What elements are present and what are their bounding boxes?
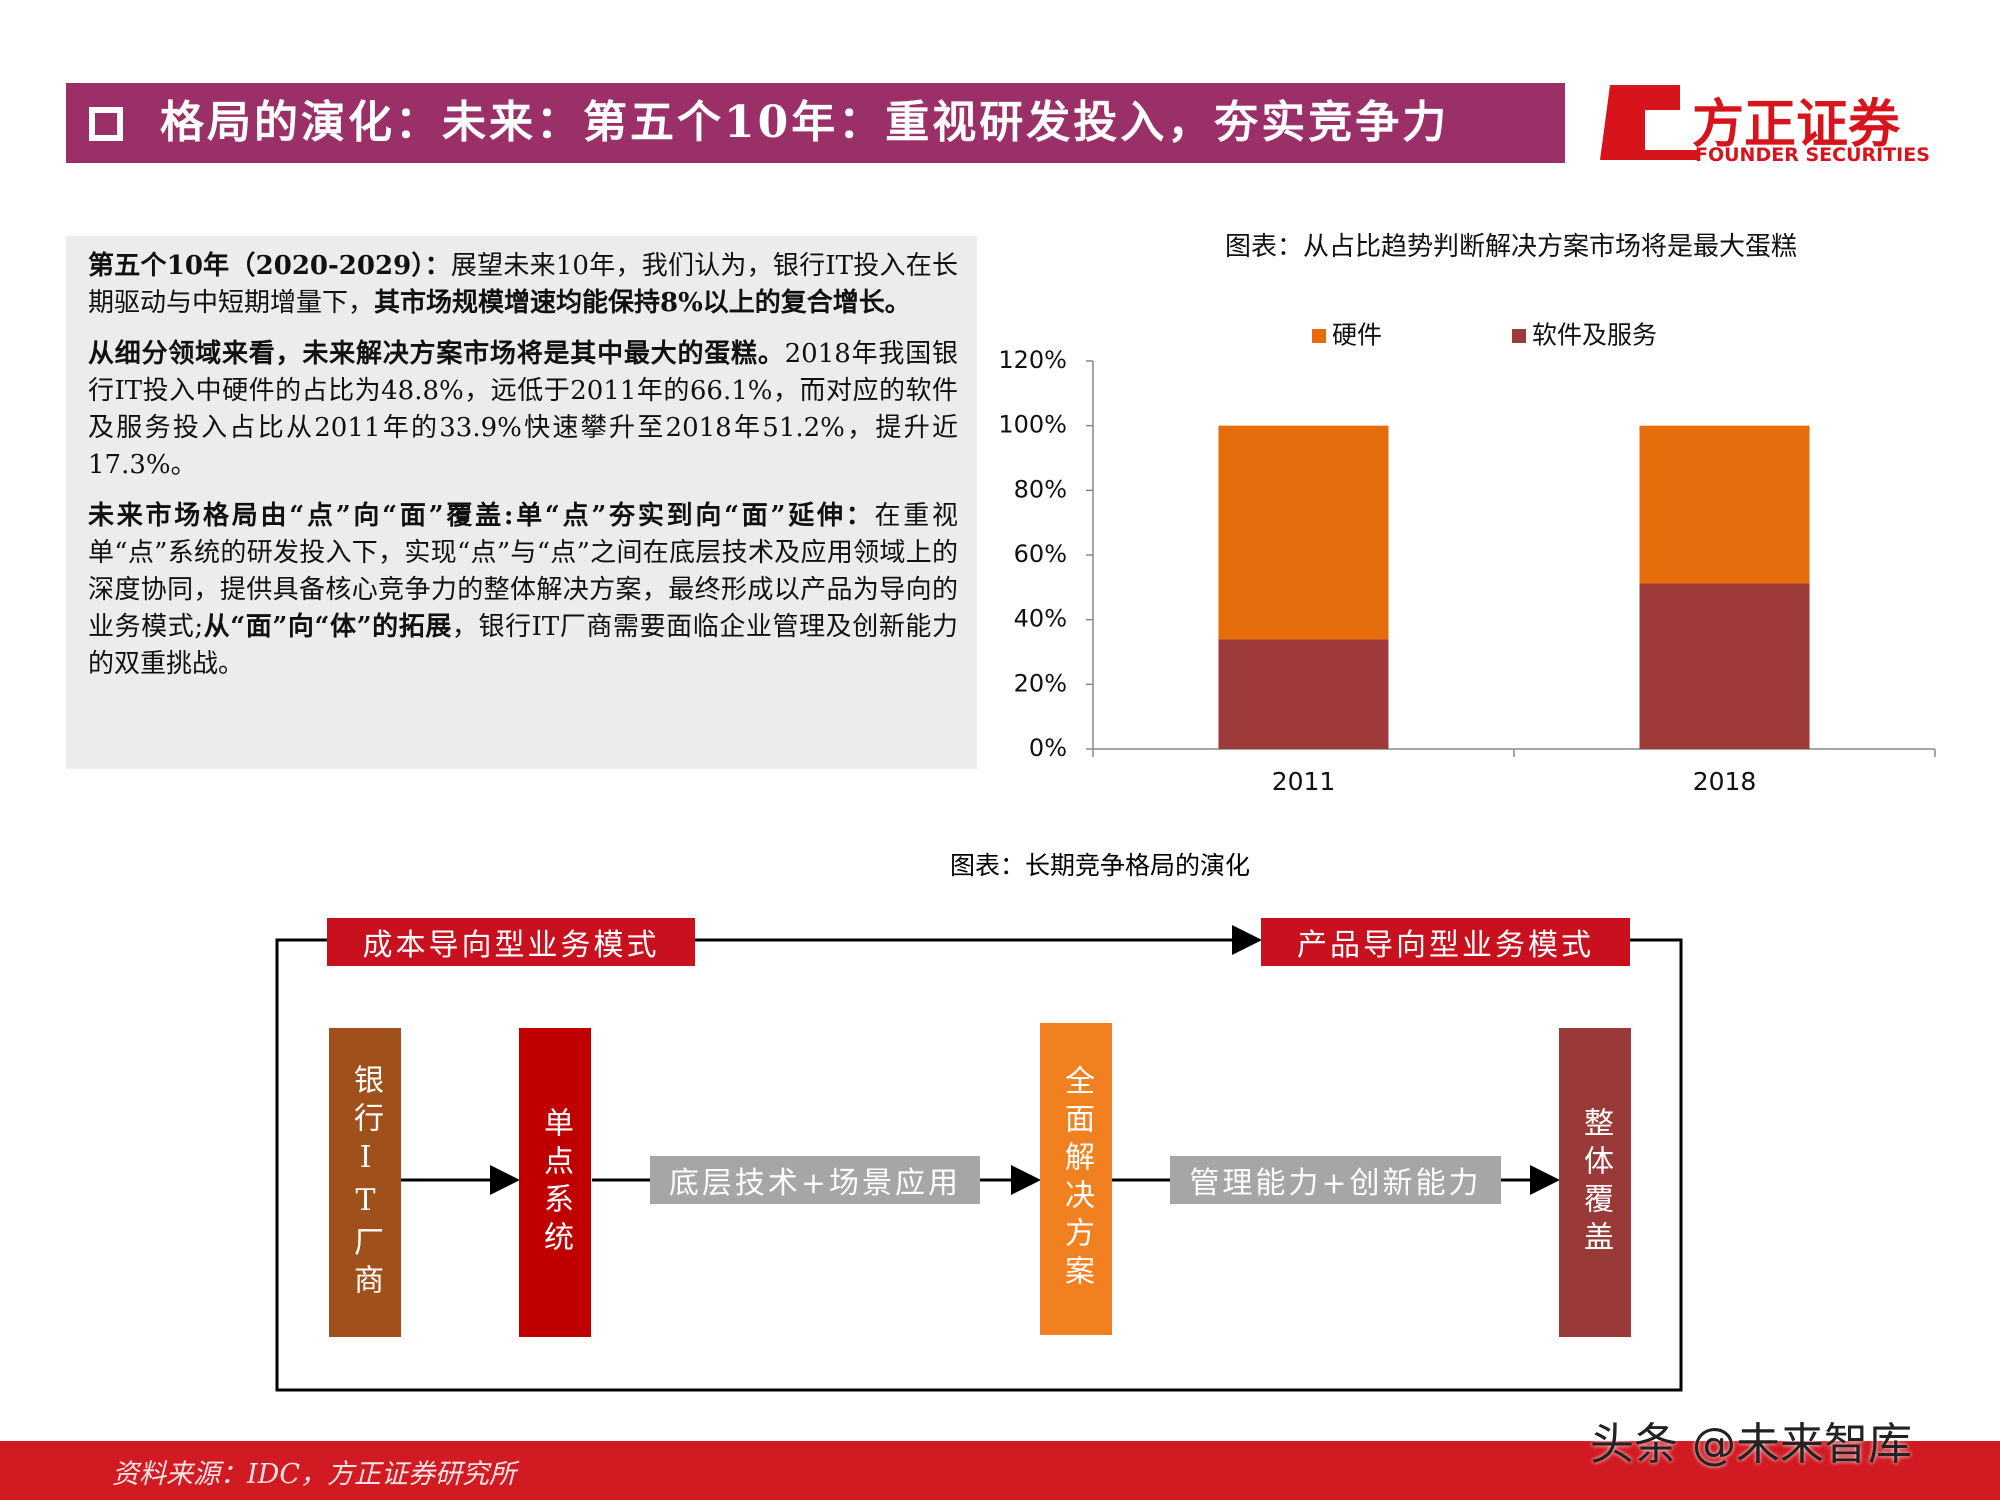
legend-swatch xyxy=(1312,329,1326,343)
bar-segment xyxy=(1639,583,1810,749)
paragraph: 从细分领域来看，未来解决方案市场将是其中最大的蛋糕。2018年我国银行IT投入中… xyxy=(88,336,958,484)
y-tick-label: 120% xyxy=(998,346,1067,374)
y-tick-label: 100% xyxy=(998,411,1067,439)
header-title: 格局的演化：未来：第五个10年：重视研发投入，夯实竞争力 xyxy=(160,97,1450,148)
legend-swatch xyxy=(1512,329,1526,343)
x-tick-label: 2018 xyxy=(1693,767,1757,796)
y-tick-label: 20% xyxy=(1014,669,1067,697)
watermark: 头条 @未来智库 xyxy=(1590,1419,1912,1470)
y-tick-label: 80% xyxy=(1014,475,1067,503)
top-label: 成本导向型业务模式 xyxy=(327,918,695,966)
text-run: 展望未来10年，我们认为，银行IT投入在长期驱动与中短期增量下， xyxy=(88,251,958,318)
bar-segment xyxy=(1218,425,1389,640)
footer-bar xyxy=(0,1441,2000,1500)
text-run: 从“面”向“体”的拓展 xyxy=(203,612,452,642)
y-tick-label: 0% xyxy=(1029,734,1067,762)
text-box xyxy=(66,236,977,769)
y-tick-label: 40% xyxy=(1014,605,1067,633)
top-label: 产品导向型业务模式 xyxy=(1261,918,1630,966)
paragraph: 第五个10年（2020-2029）：展望未来10年，我们认为，银行IT投入在长期… xyxy=(88,248,958,322)
text-run: 未来市场格局由“点”向“面”覆盖:单“点”夯实到向“面”延伸： xyxy=(88,501,875,531)
logo-mark xyxy=(1600,85,1700,160)
logo-en: FOUNDER SECURITIES xyxy=(1695,144,1930,166)
node: 单点系统 xyxy=(519,1028,591,1337)
paragraph: 未来市场格局由“点”向“面”覆盖:单“点”夯实到向“面”延伸：在重视单“点”系统… xyxy=(88,498,958,683)
text-run: 其市场规模增速均能保持8%以上的复合增长。 xyxy=(374,288,911,318)
logo-cn: 方正证券 xyxy=(1692,95,1901,155)
bar-segment xyxy=(1639,425,1810,584)
legend-label: 软件及服务 xyxy=(1532,321,1657,350)
diagram-lines xyxy=(275,925,1683,1392)
text-run: 从细分领域来看，未来解决方案市场将是其中最大的蛋糕。 xyxy=(88,339,785,369)
x-tick-label: 2011 xyxy=(1272,767,1336,796)
node: 整体覆盖 xyxy=(1559,1028,1631,1337)
source: 资料来源：IDC，方正证券研究所 xyxy=(112,1459,516,1490)
chart-title: 图表：从占比趋势判断解决方案市场将是最大蛋糕 xyxy=(1225,232,1797,262)
diagram-title-text: 图表：长期竞争格局的演化 xyxy=(950,851,1251,880)
node: 全面解决方案 xyxy=(1040,1023,1112,1335)
edge-label: 底层技术+场景应用 xyxy=(650,1156,980,1204)
text-run: 第五个10年（2020-2029）： xyxy=(88,251,451,281)
y-tick-label: 60% xyxy=(1014,540,1067,568)
text-content: 第五个10年（2020-2029）：展望未来10年，我们认为，银行IT投入在长期… xyxy=(88,248,958,697)
legend-label: 硬件 xyxy=(1332,321,1382,350)
bar-segment xyxy=(1218,639,1389,749)
text-run: ，银行IT厂商需要面临企业管理及创新能力的双重挑战。 xyxy=(88,612,958,679)
text-run: 在重视单“点”系统的研发投入下，实现“点”与“点”之间在底层技术及应用领域上的深… xyxy=(88,501,958,642)
node: 银行IT厂商 xyxy=(329,1028,401,1337)
edge-label: 管理能力+创新能力 xyxy=(1170,1156,1501,1204)
header-bar xyxy=(66,83,1565,163)
header-icon xyxy=(89,107,123,141)
text-run: 2018年我国银行IT投入中硬件的占比为48.8%，远低于2011年的66.1%… xyxy=(88,339,958,480)
